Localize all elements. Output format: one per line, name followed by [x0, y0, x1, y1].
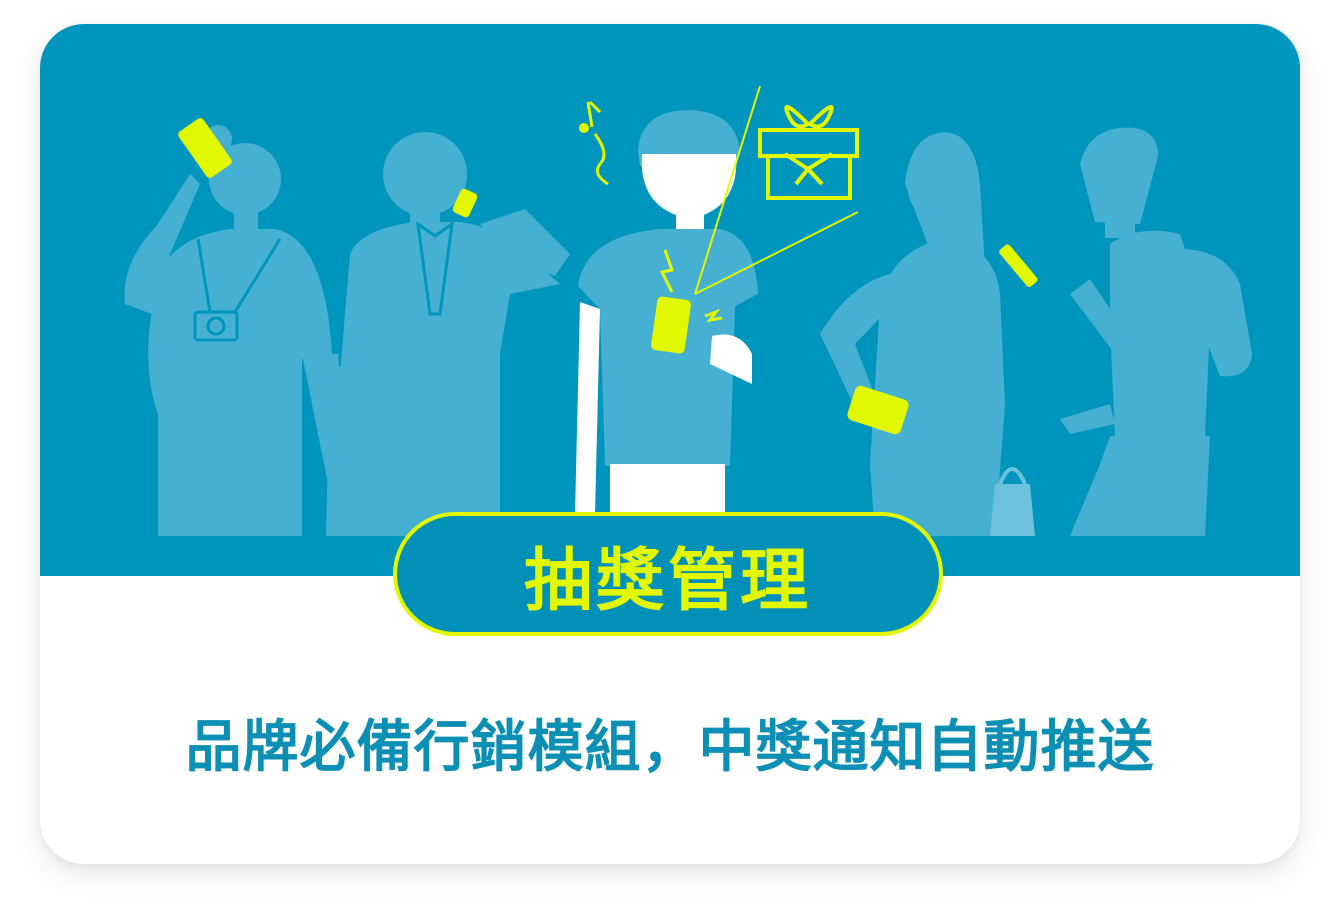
businessman-figure — [325, 132, 570, 536]
hero-illustration: 抽獎管理 — [40, 24, 1300, 636]
lottery-title-badge: 抽獎管理 — [393, 512, 943, 636]
feature-card[interactable]: 抽獎管理 品牌必備行銷模組，中獎通知自動推送 — [40, 24, 1300, 864]
gift-icon — [758, 104, 859, 200]
lottery-title: 抽獎管理 — [523, 541, 812, 621]
card-subtitle: 品牌必備行銷模組，中獎通知自動推送 — [185, 715, 1155, 780]
backpack-man-figure — [1060, 127, 1252, 536]
crowd-illustration — [124, 85, 1252, 536]
woman-figure — [820, 132, 1005, 536]
